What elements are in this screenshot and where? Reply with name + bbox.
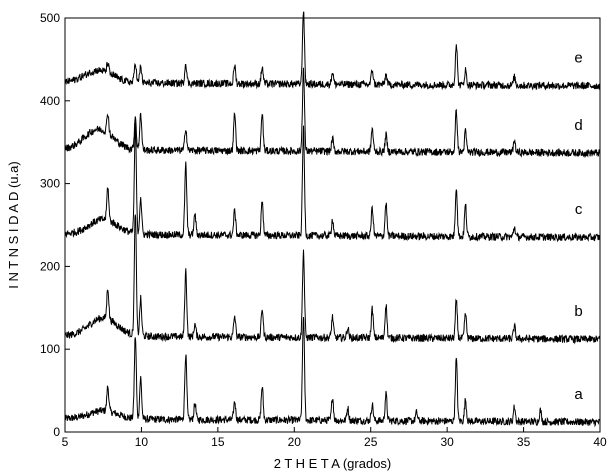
x-tick-label: 30 [440,435,454,449]
plot-frame [64,17,601,433]
series-labels: a b c d e [574,50,583,403]
series-line-d [64,67,601,159]
y-axis-label: I N T N S I D A D (u.a) [6,161,21,288]
y-tick-label: 200 [40,259,60,273]
x-axis-label: 2 T H E T A (grados) [274,456,392,471]
series-label-a: a [574,386,583,403]
series-line-e [64,11,601,91]
series-line-b [64,214,601,345]
plot-lines [64,11,601,428]
y-tick-label: 500 [40,11,60,25]
series-label-e: e [574,50,582,67]
y-tick-label: 0 [53,425,60,439]
x-tick-label: 40 [593,435,607,449]
x-tick-label: 15 [211,435,225,449]
x-tick-label: 20 [288,435,302,449]
x-tick-label: 10 [135,435,149,449]
y-tick-label: 100 [40,342,60,356]
y-tick-label: 300 [40,177,60,191]
series-label-b: b [574,303,582,320]
x-tick-label: 25 [364,435,378,449]
series-label-c: c [575,201,583,218]
series-line-c [64,122,601,243]
series-line-a [64,316,601,428]
series-label-d: d [574,117,582,134]
y-tick-label: 400 [40,94,60,108]
x-tick-label: 5 [62,435,69,449]
x-tick-label: 35 [517,435,531,449]
